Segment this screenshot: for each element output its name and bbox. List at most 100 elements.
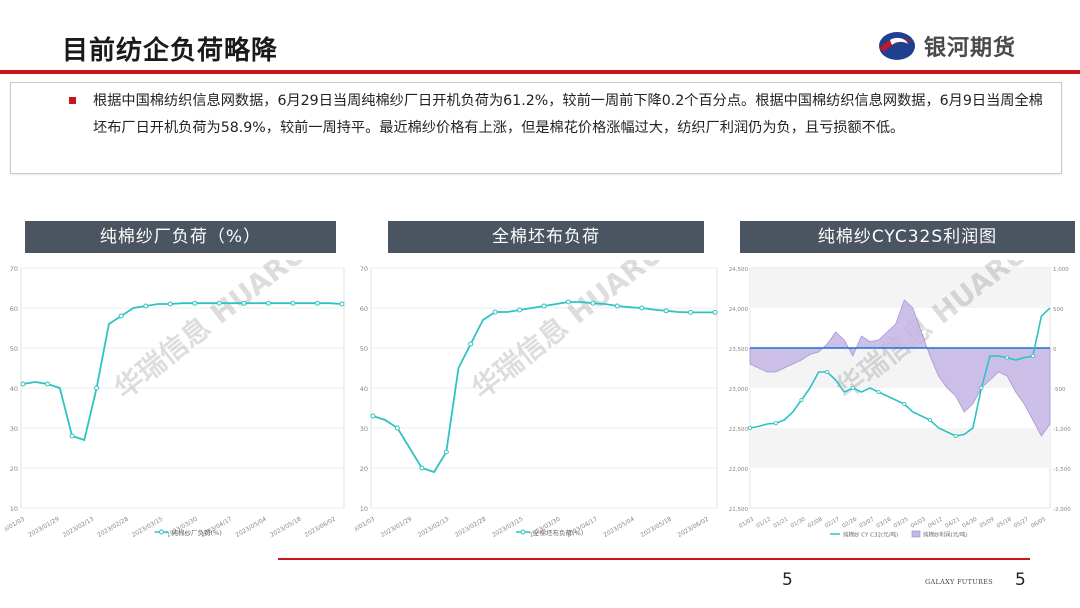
data-point (192, 300, 198, 306)
header-divider (0, 70, 1080, 74)
data-point (468, 341, 474, 347)
x-tick-label: 02/08 (807, 516, 824, 529)
data-point (265, 300, 271, 306)
price-point (773, 421, 778, 426)
x-tick-label: 05/18 (996, 516, 1013, 529)
y-tick-label: 40 (10, 385, 18, 393)
data-point (45, 381, 51, 387)
slide-title: 目前纺企负荷略降 (62, 36, 279, 66)
data-point (614, 303, 620, 309)
x-tick-label: 01/12 (755, 517, 772, 530)
data-point (639, 305, 645, 311)
legend-marker (159, 529, 164, 535)
x-tick-label: 01/03 (738, 516, 755, 529)
price-point (1005, 355, 1010, 360)
y-left-tick-label: 24,500 (729, 267, 749, 273)
x-tick-label: 04/03 (910, 516, 927, 529)
y-right-tick-label: -1,000 (1053, 427, 1071, 433)
legend: 纯棉纱 CY C32(元/吨) 纯棉纱利润(元/吨) (830, 531, 968, 539)
data-point (69, 433, 75, 439)
price-point (747, 425, 752, 430)
x-tick-label: 2023/02/13 (417, 516, 451, 539)
chart3-title: 纯棉纱CYC32S利润图 (740, 221, 1075, 253)
data-point (541, 303, 547, 309)
price-point (953, 433, 958, 438)
y-tick-label: 30 (360, 425, 368, 433)
x-tick-label: 04/21 (944, 517, 961, 530)
chart-cyc32s-profit: 21,500 -2,000 22,000 -1,500 22,500 -1,000 23,0… (729, 260, 1078, 539)
x-tick-label: 2023/06/02 (304, 516, 338, 539)
data-point (492, 309, 498, 315)
x-tick-label: 2023/01/29 (380, 516, 414, 539)
y-tick-label: 60 (10, 305, 18, 313)
price-line (749, 307, 1051, 437)
x-tick-label: 03/25 (893, 516, 910, 529)
data-point (290, 300, 296, 306)
footer-divider (278, 558, 1030, 560)
logo-text: 银河期货 (924, 36, 1017, 61)
price-point (799, 397, 804, 402)
data-point (517, 307, 523, 313)
y-right-tick-label: 1,000 (1053, 267, 1069, 273)
grid-band (750, 428, 1050, 468)
x-tick-label: 05/09 (979, 516, 996, 529)
price-point (1030, 354, 1035, 359)
y-tick-label: 50 (360, 345, 368, 353)
company-logo: 银河期货 (876, 28, 1016, 64)
x-tick-label: 2023/05/04 (234, 516, 268, 539)
price-point (850, 386, 855, 391)
x-tick-label: 2023/02/28 (454, 516, 488, 539)
y-tick-label: 60 (360, 305, 368, 313)
y-right-tick-label: -500 (1053, 387, 1066, 393)
data-point (216, 300, 222, 306)
data-point (167, 301, 173, 307)
page-number: 5 (782, 570, 793, 590)
x-tick-label: 2023/03/15 (491, 516, 525, 539)
y-tick-label: 70 (10, 265, 18, 273)
y-tick-label: 50 (10, 345, 18, 353)
x-tick-label: 2023/02/13 (62, 516, 96, 539)
x-tick-label: 03/07 (859, 516, 876, 529)
data-point (443, 449, 449, 455)
y-right-tick-label: -1,500 (1053, 467, 1071, 473)
data-point (370, 413, 376, 419)
data-point (419, 465, 425, 471)
x-tick-label: 06/05 (1030, 516, 1047, 529)
data-point (118, 313, 124, 319)
price-point (876, 389, 881, 394)
x-tick-label: 04/30 (962, 516, 979, 529)
series-line (22, 302, 343, 442)
x-tick-label: 2023/02/28 (96, 516, 130, 539)
y-tick-label: 20 (360, 465, 368, 473)
y-tick-label: 10 (360, 505, 368, 513)
x-tick-label: 03/16 (876, 516, 893, 529)
y-tick-label: 30 (10, 425, 18, 433)
y-left-tick-label: 22,000 (729, 467, 749, 473)
price-point (927, 417, 932, 422)
x-tick-label: 2023/05/04 (602, 516, 636, 539)
legend-swatch-profit (911, 530, 921, 538)
data-point (20, 381, 26, 387)
y-tick-label: 20 (10, 465, 18, 473)
x-tick-label: 04/12 (927, 517, 944, 530)
data-point (712, 309, 718, 315)
x-tick-label: 01/30 (790, 516, 807, 529)
x-tick-label: 2023/03/15 (131, 516, 165, 539)
x-tick-label: 2023/01/03 (5, 516, 26, 539)
footer-page-number: 5 (1015, 570, 1026, 590)
x-tick-label: 02/17 (824, 516, 841, 529)
y-left-tick-label: 23,500 (729, 347, 749, 353)
legend-marker (520, 529, 526, 535)
legend-label: 全棉坯布负荷(%) (533, 528, 583, 537)
x-tick-label: 2023/01/29 (27, 516, 61, 539)
data-point (394, 425, 400, 431)
y-left-tick-label: 23,000 (729, 387, 749, 393)
data-point (688, 309, 694, 315)
galaxy-logo-icon (879, 32, 915, 60)
y-tick-label: 70 (360, 265, 368, 273)
y-right-tick-label: 0 (1053, 347, 1057, 353)
price-point (979, 386, 984, 391)
data-point (565, 299, 571, 305)
summary-box: 根据中国棉纺织信息网数据，6月29日当周纯棉纱厂日开机负荷为61.2%，较前一周… (10, 82, 1062, 174)
legend-label: 纯棉纱厂负荷(%) (172, 528, 222, 537)
